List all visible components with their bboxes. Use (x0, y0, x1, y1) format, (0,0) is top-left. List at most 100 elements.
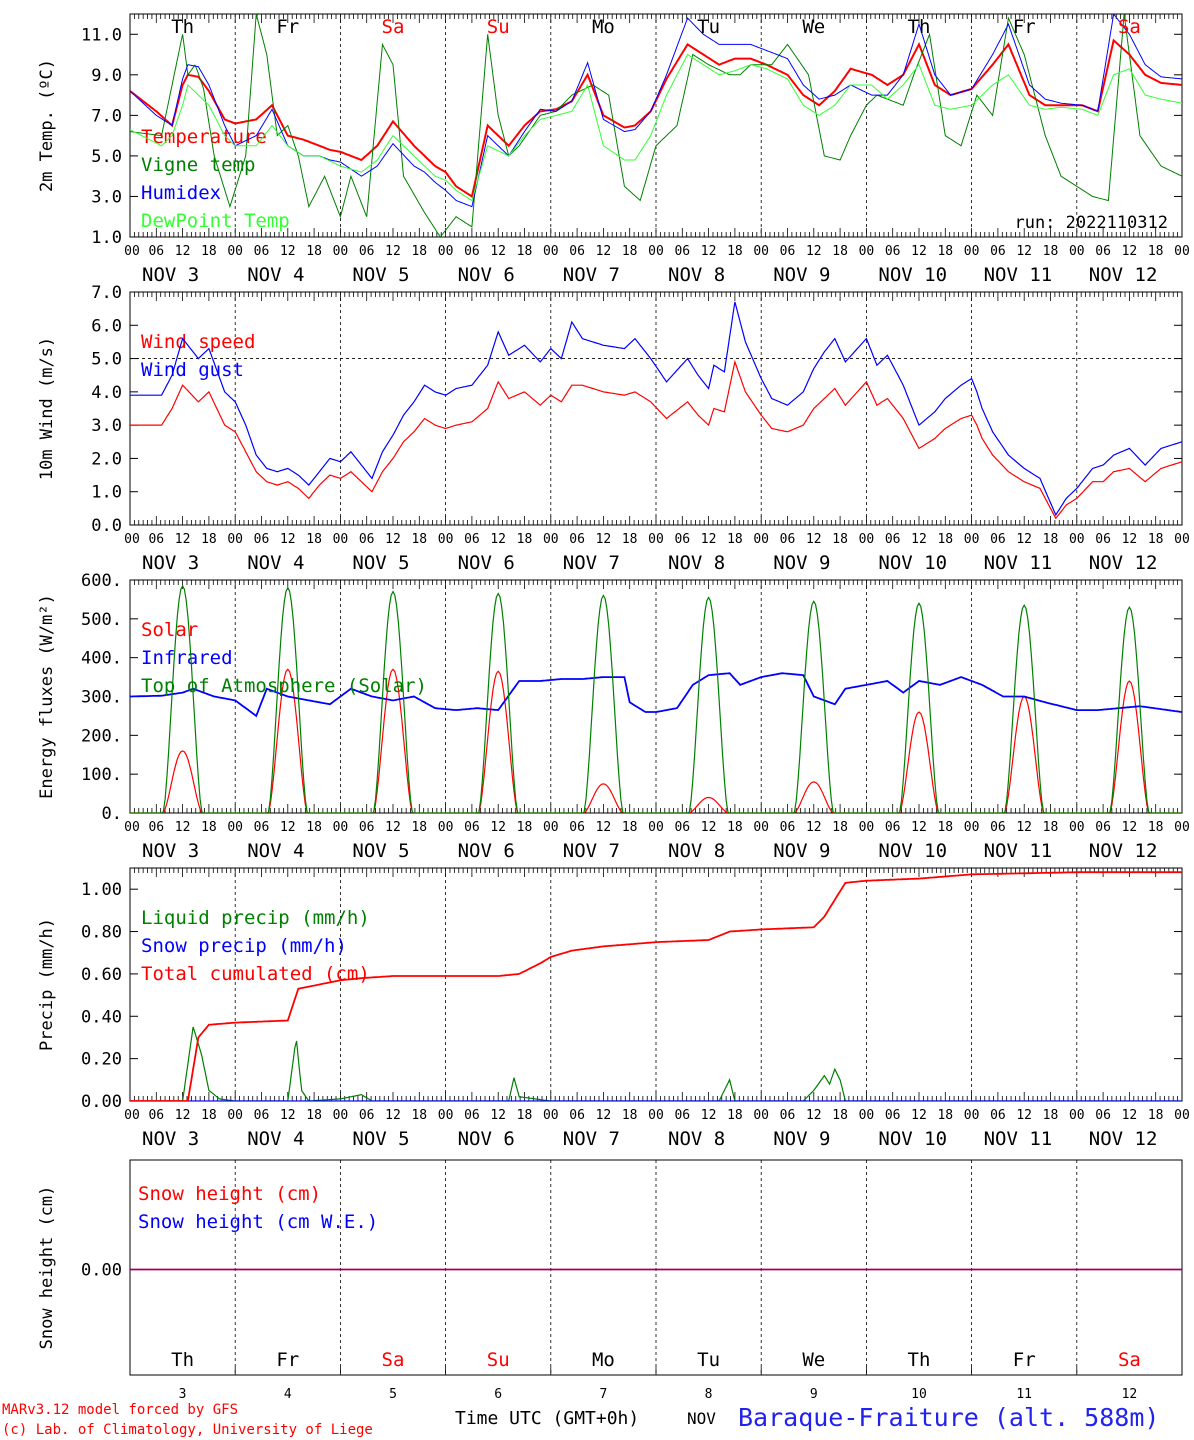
weekday-label: Mo (592, 16, 615, 38)
hour-tick-label: 06 (569, 244, 585, 259)
weekday-label: Fr (276, 1349, 299, 1371)
hour-tick-label: 12 (175, 1108, 191, 1123)
hour-tick-label: 18 (517, 820, 533, 835)
hour-tick-label: 06 (359, 820, 375, 835)
hour-tick-label: 12 (806, 1108, 822, 1123)
hour-tick-label: 00 (753, 820, 769, 835)
hour-tick-label: 18 (727, 244, 743, 259)
hour-tick-label: 12 (280, 1108, 296, 1123)
hour-tick-label: 12 (1122, 532, 1138, 547)
hour-tick-label: 06 (674, 532, 690, 547)
hour-tick-label: 06 (990, 820, 1006, 835)
y-tick-label: 300. (81, 688, 122, 708)
hour-tick-label: 00 (227, 244, 243, 259)
credit-line-1: MARv3.12 model forced by GFS (2, 1402, 238, 1418)
weekday-label: Su (487, 16, 510, 38)
y-tick-label: 500. (81, 610, 122, 630)
date-label: NOV 4 (247, 264, 304, 286)
hour-tick-label: 00 (543, 532, 559, 547)
hour-tick-label: 18 (1148, 1108, 1164, 1123)
hour-tick-label: 12 (701, 820, 717, 835)
hour-tick-label: 00 (227, 1108, 243, 1123)
hour-tick-label: 00 (543, 244, 559, 259)
hour-tick-label: 06 (464, 244, 480, 259)
hour-tick-label: 12 (596, 244, 612, 259)
date-label: NOV 8 (668, 1128, 725, 1150)
hour-tick-label: 18 (1148, 820, 1164, 835)
hour-tick-label: 00 (124, 1108, 140, 1123)
series-line (130, 1026, 1182, 1101)
hour-tick-label: 00 (227, 532, 243, 547)
weekday-label: We (802, 1349, 825, 1371)
y-tick-label: 400. (81, 649, 122, 669)
y-tick-label: 100. (81, 765, 122, 785)
date-label: NOV 9 (773, 264, 830, 286)
hour-tick-label: 06 (464, 820, 480, 835)
date-label: NOV 3 (142, 1128, 199, 1150)
hour-tick-label: 12 (911, 532, 927, 547)
hour-tick-label: 18 (832, 820, 848, 835)
hour-tick-label: 00 (964, 244, 980, 259)
date-label: NOV 11 (984, 552, 1053, 574)
hour-tick-label: 00 (333, 244, 349, 259)
hour-tick-label: 00 (753, 244, 769, 259)
hour-tick-label: 18 (201, 532, 217, 547)
date-label: NOV 10 (878, 1128, 947, 1150)
hour-tick-label: 00 (124, 820, 140, 835)
legend-entry: Temperature (141, 126, 267, 148)
y-tick-label: 1.00 (81, 880, 122, 900)
date-label: NOV 5 (352, 1128, 409, 1150)
hour-tick-label: 00 (648, 244, 664, 259)
hour-tick-label: 06 (780, 532, 796, 547)
y-tick-label: 4.0 (91, 383, 122, 403)
hour-tick-label: 00 (227, 820, 243, 835)
day-number: 7 (599, 1387, 607, 1402)
weekday-label: Sa (382, 1349, 405, 1371)
weekday-label: Sa (1118, 1349, 1141, 1371)
date-label: NOV 6 (458, 552, 515, 574)
date-label: NOV 6 (458, 840, 515, 862)
hour-tick-label: 06 (359, 532, 375, 547)
day-number: 3 (179, 1387, 187, 1402)
date-label: NOV 9 (773, 840, 830, 862)
hour-tick-label: 06 (464, 532, 480, 547)
y-axis-label: Precip (mm/h) (37, 918, 57, 1051)
hour-tick-label: 12 (385, 532, 401, 547)
hour-tick-label: 06 (359, 1108, 375, 1123)
hour-tick-label: 00 (333, 820, 349, 835)
hour-tick-label: 12 (1122, 244, 1138, 259)
date-label: NOV 11 (984, 264, 1053, 286)
hour-tick-label: 12 (385, 820, 401, 835)
hour-tick-label: 12 (911, 820, 927, 835)
hour-tick-label: 06 (885, 244, 901, 259)
credit-line-2: (c) Lab. of Climatology, University of L… (2, 1422, 373, 1438)
hour-tick-label: 18 (832, 244, 848, 259)
hour-tick-label: 12 (806, 532, 822, 547)
hour-tick-label: 00 (1069, 244, 1085, 259)
hour-tick-label: 18 (201, 1108, 217, 1123)
day-number: 6 (494, 1387, 502, 1402)
hour-tick-label: 00 (438, 244, 454, 259)
day-number: 10 (911, 1387, 927, 1402)
weekday-label: Th (908, 16, 931, 38)
hour-tick-label: 12 (175, 532, 191, 547)
series-line (130, 584, 1182, 813)
legend-entry: Solar (141, 619, 198, 641)
hour-tick-label: 18 (832, 532, 848, 547)
hour-tick-label: 06 (148, 1108, 164, 1123)
hour-tick-label: 12 (701, 532, 717, 547)
hour-tick-label: 06 (885, 1108, 901, 1123)
hour-tick-label: 00 (648, 532, 664, 547)
hour-tick-label: 18 (411, 244, 427, 259)
hour-tick-label: 12 (596, 1108, 612, 1123)
hour-tick-label: 18 (306, 1108, 322, 1123)
date-label: NOV 8 (668, 264, 725, 286)
y-tick-label: 7.0 (91, 283, 122, 303)
hour-tick-label: 12 (596, 532, 612, 547)
hour-tick-label: 18 (517, 532, 533, 547)
hour-tick-label: 18 (306, 244, 322, 259)
date-label: NOV 12 (1089, 264, 1158, 286)
